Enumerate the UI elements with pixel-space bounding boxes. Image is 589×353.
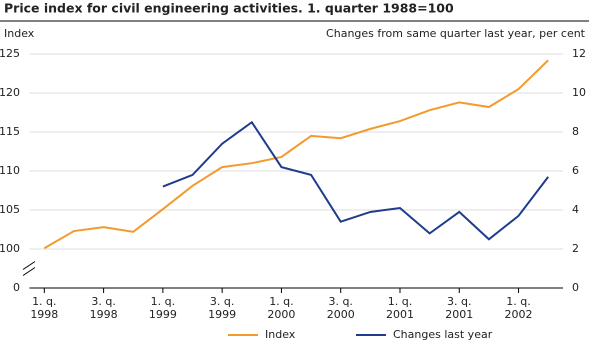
x-tick-label: 2000 <box>267 308 295 321</box>
y-tick-label: 110 <box>0 164 20 177</box>
x-tick-label: 1998 <box>90 308 118 321</box>
legend-label: Index <box>265 328 296 341</box>
x-tick-label: 3. q. <box>91 295 115 308</box>
y2-tick-label: 8 <box>572 125 579 138</box>
x-tick-label: 1. q. <box>269 295 293 308</box>
y-tick-label: 120 <box>0 86 20 99</box>
x-tick-label: 1999 <box>208 308 236 321</box>
x-tick-label: 3. q. <box>210 295 234 308</box>
x-tick-label: 2001 <box>386 308 414 321</box>
x-tick-label: 3. q. <box>328 295 352 308</box>
series-line <box>162 120 549 241</box>
x-tick-label: 1. q. <box>506 295 530 308</box>
y-tick-label: 105 <box>0 203 20 216</box>
series-line <box>43 59 549 250</box>
y-axis-label: Index <box>4 27 35 40</box>
x-tick-label: 1. q. <box>388 295 412 308</box>
y2-axis-label: Changes from same quarter last year, per… <box>326 27 586 40</box>
x-tick-label: 1998 <box>30 308 58 321</box>
y2-tick-label: 2 <box>572 242 579 255</box>
y2-tick-label: 0 <box>572 281 579 294</box>
x-tick-label: 1. q. <box>151 295 175 308</box>
y-tick-label: 0 <box>13 281 20 294</box>
x-tick-label: 1999 <box>149 308 177 321</box>
y-tick-label: 115 <box>0 125 20 138</box>
x-tick-label: 2002 <box>505 308 533 321</box>
x-tick-label: 2000 <box>327 308 355 321</box>
legend-label: Changes last year <box>393 328 493 341</box>
axis-break <box>22 267 36 276</box>
y-tick-label: 125 <box>0 47 20 60</box>
y2-tick-label: 12 <box>572 47 586 60</box>
y-tick-label: 100 <box>0 242 20 255</box>
x-tick-label: 3. q. <box>447 295 471 308</box>
y2-tick-label: 6 <box>572 164 579 177</box>
y2-tick-label: 4 <box>572 203 579 216</box>
x-tick-label: 1. q. <box>32 295 56 308</box>
y2-tick-label: 10 <box>572 86 586 99</box>
axis-break <box>22 261 36 270</box>
x-tick-label: 2001 <box>445 308 473 321</box>
chart-title: Price index for civil engineering activi… <box>4 1 454 16</box>
